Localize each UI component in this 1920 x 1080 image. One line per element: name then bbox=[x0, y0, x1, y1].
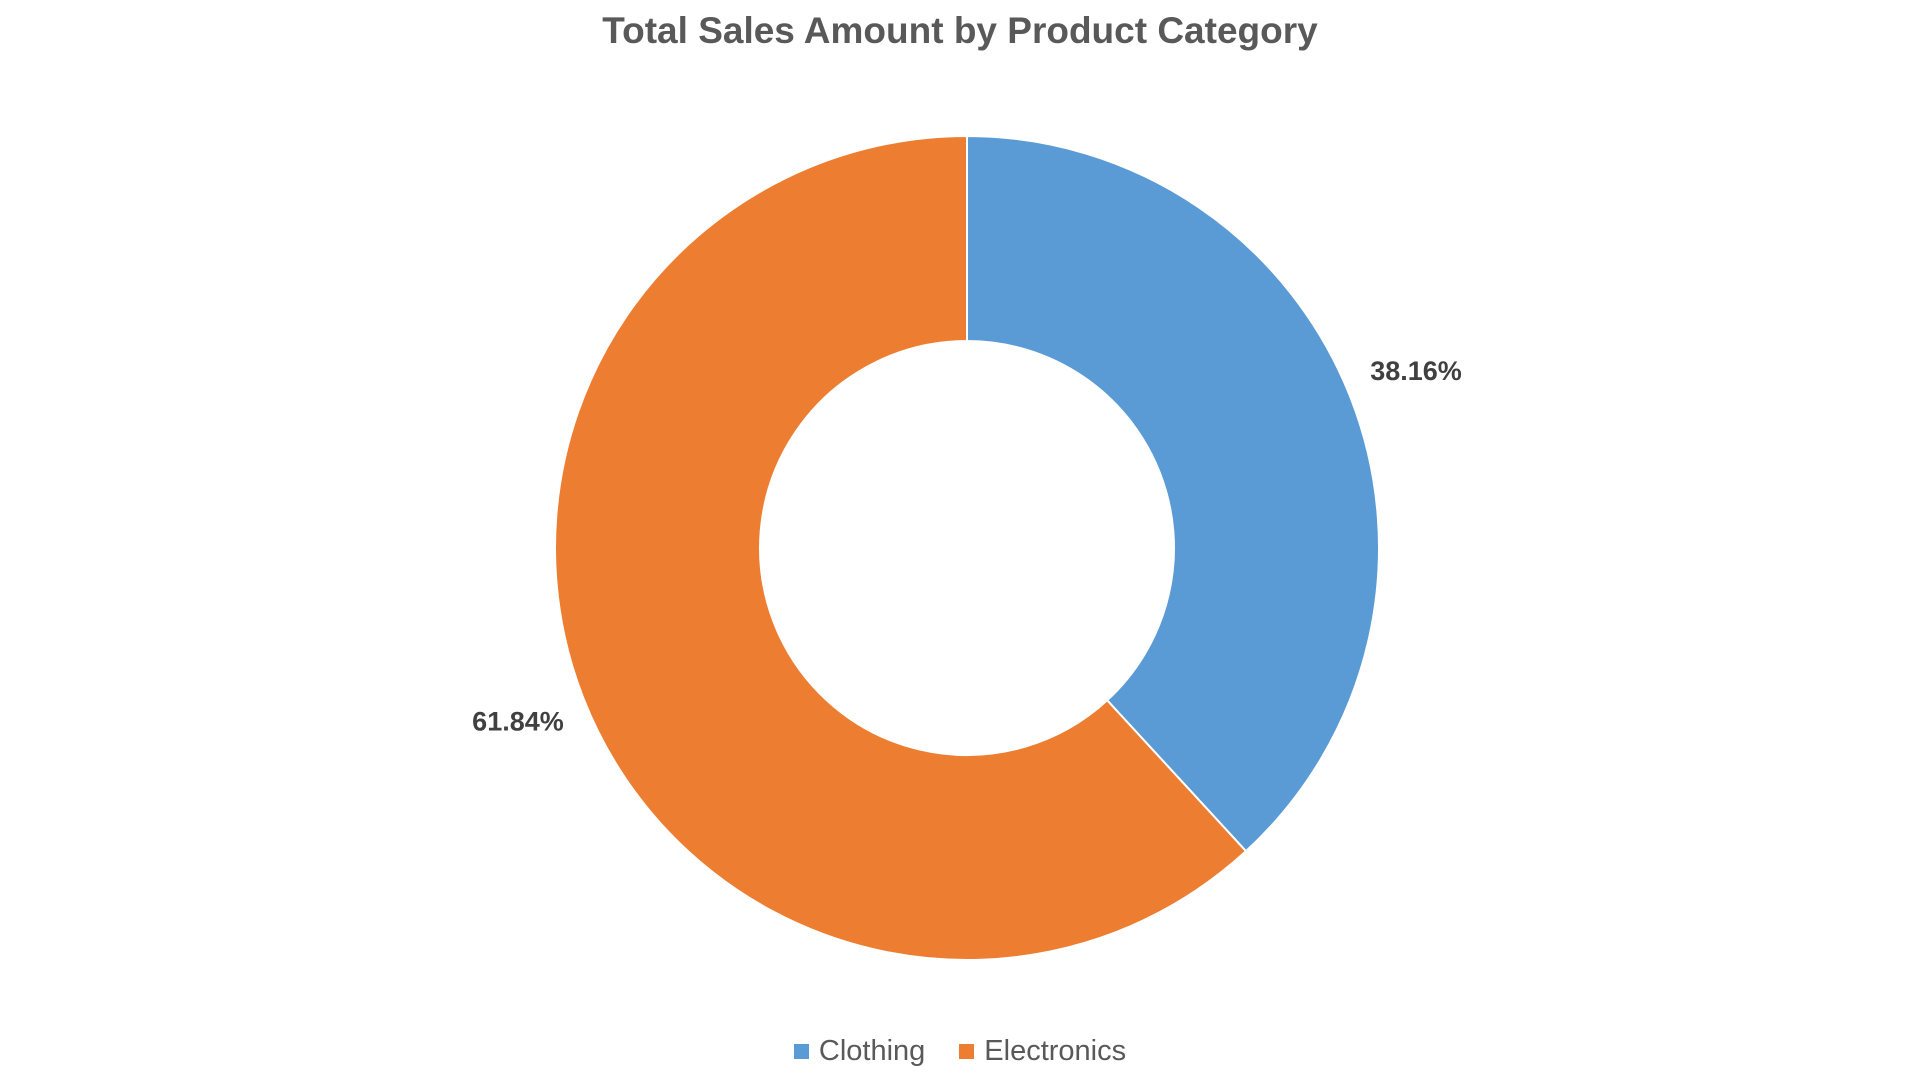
legend-item-electronics: Electronics bbox=[959, 1035, 1126, 1068]
chart-title: Total Sales Amount by Product Category bbox=[602, 10, 1318, 51]
data-label-clothing: 38.16% bbox=[1370, 356, 1462, 386]
legend-swatch-electronics bbox=[959, 1044, 975, 1059]
donut-slice-clothing bbox=[966, 134, 1380, 853]
legend-swatch-clothing bbox=[793, 1044, 809, 1059]
data-label-electronics: 61.84% bbox=[472, 706, 564, 736]
chart-legend: Clothing Electronics bbox=[0, 1035, 1920, 1068]
legend-item-clothing: Clothing bbox=[793, 1035, 926, 1068]
legend-label-electronics: Electronics bbox=[984, 1035, 1127, 1067]
legend-label-clothing: Clothing bbox=[818, 1035, 926, 1067]
donut-slice-electronics bbox=[554, 134, 1248, 961]
